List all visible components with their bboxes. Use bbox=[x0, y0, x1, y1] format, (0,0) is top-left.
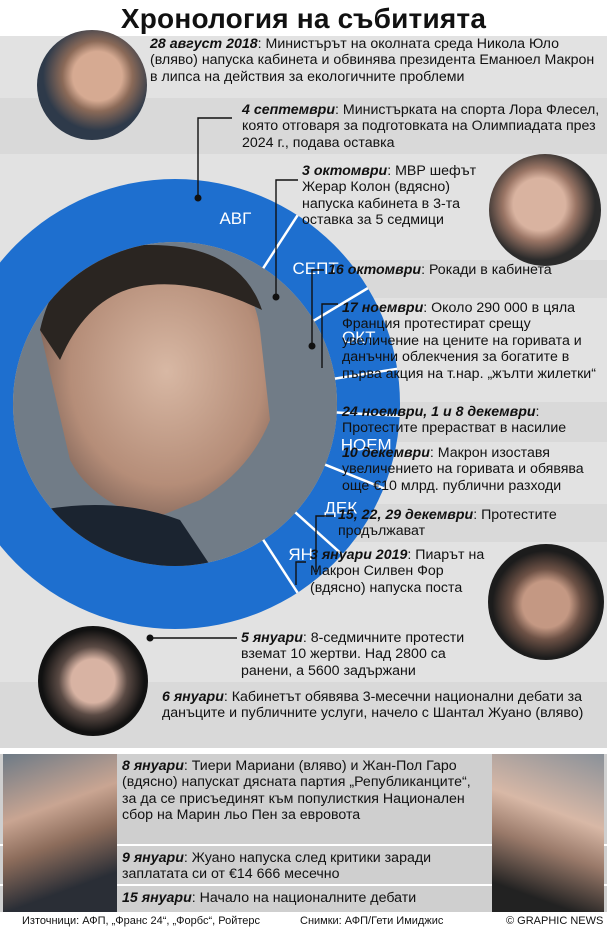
event-dec10: 10 декември: Макрон изоставя увеличениет… bbox=[342, 445, 604, 494]
photo-collomb bbox=[489, 154, 601, 266]
event-sep: : bbox=[183, 850, 188, 866]
ring-divider bbox=[334, 367, 398, 380]
event-text: Жуано напуска след критики заради заплат… bbox=[122, 850, 432, 883]
event-text: Протестите прерастват в насилие bbox=[342, 420, 567, 437]
ring-divider bbox=[324, 463, 385, 490]
event-oct16: 16 октомври: Рокади в кабинета bbox=[328, 262, 598, 278]
page-title: Хронология на събитията bbox=[120, 3, 487, 34]
event-date: 17 ноември bbox=[342, 300, 424, 316]
month-label: СЕПТ bbox=[293, 259, 339, 278]
event-jan5: 5 януари: 8-седмичните протести вземат 1… bbox=[241, 630, 486, 679]
event-oct3: 3 октомври: МВР шефът Жерар Колон (вдясн… bbox=[302, 163, 492, 229]
event-sep4: 4 септември: Министърката на спорта Лора… bbox=[242, 102, 602, 151]
month-label: ДЕК bbox=[324, 499, 357, 518]
month-label: ЯН bbox=[288, 545, 313, 564]
event-date: 15, 22, 29 декември bbox=[338, 507, 474, 523]
event-text: Макрон изоставя увеличението на горивата… bbox=[342, 445, 584, 494]
event-sep: : bbox=[473, 507, 478, 523]
event-jan6: 6 януари: Кабинетът обявява 3-месечни на… bbox=[162, 689, 602, 722]
event-sep: : bbox=[407, 547, 412, 563]
event-date: 24 ноември, 1 и 8 декември bbox=[342, 404, 536, 420]
event-text: Тиери Мариани (вляво) и Жан-Пол Гаро (вд… bbox=[122, 758, 471, 824]
event-sep: : bbox=[191, 890, 196, 906]
event-nov24: 24 ноември, 1 и 8 декември: Протестите п… bbox=[342, 404, 604, 437]
photo-fort bbox=[488, 544, 604, 660]
event-date: 6 януари bbox=[162, 689, 224, 705]
month-label: НОЕМ bbox=[341, 436, 392, 455]
ring-divider bbox=[336, 411, 400, 418]
event-text: Начало на националните дебати bbox=[195, 890, 417, 906]
event-text: Около 290 000 в цяла Франция протестират… bbox=[342, 300, 596, 382]
photo-hulot bbox=[37, 30, 147, 140]
photo-mariani bbox=[3, 754, 117, 912]
event-nov17: 17 ноември: Около 290 000 в цяла Франция… bbox=[342, 300, 604, 382]
footer-sources: Източници: АФП, „Франс 24“, „Форбс“, Рой… bbox=[22, 915, 260, 927]
month-label: ОКТ bbox=[342, 328, 376, 347]
photo-garraud bbox=[492, 754, 604, 912]
event-sep: : bbox=[335, 102, 339, 118]
ring-divider bbox=[262, 539, 299, 594]
event-text: МВР шефът Жерар Колон (вдясно) напуска к… bbox=[302, 163, 477, 229]
event-jan15: 15 януари: Начало на националните дебати bbox=[122, 890, 488, 906]
month-label: АВГ bbox=[219, 209, 251, 228]
event-sep: : bbox=[429, 445, 434, 461]
event-text: Министърката на спорта Лора Флесел, коят… bbox=[242, 102, 600, 151]
photo-jouanno bbox=[38, 626, 148, 736]
event-sep: : bbox=[223, 689, 228, 705]
event-text: Министърът на околната среда Никола Юло … bbox=[150, 36, 595, 85]
footer-credit: © GRAPHIC NEWS bbox=[506, 915, 604, 927]
event-text: Кабинетът обявява 3-месечни национални д… bbox=[162, 689, 584, 722]
event-date: 16 октомври bbox=[328, 262, 422, 278]
event-date: 8 януари bbox=[122, 758, 184, 774]
event-date: 3 октомври bbox=[302, 163, 388, 179]
event-aug28: 28 август 2018: Министърът на околната с… bbox=[150, 36, 598, 85]
event-sep: : bbox=[421, 262, 426, 278]
event-date: 10 декември bbox=[342, 445, 430, 461]
event-sep: : bbox=[423, 300, 428, 316]
event-jan9: 9 януари: Жуано напуска след критики зар… bbox=[122, 850, 488, 883]
event-sep: : bbox=[302, 630, 307, 646]
event-sep: : bbox=[535, 404, 540, 420]
event-text: Пиарът на Макрон Силвен Фор (вдясно) нап… bbox=[310, 547, 485, 596]
event-date: 3 януари 2019 bbox=[310, 547, 408, 563]
event-jan8: 8 януари: Тиери Мариани (вляво) и Жан-По… bbox=[122, 758, 488, 824]
event-sep: : bbox=[183, 758, 188, 774]
event-date: 28 август 2018 bbox=[150, 36, 258, 52]
event-text: 8-седмичните протести вземат 10 жертви. … bbox=[241, 630, 465, 679]
event-jan3: 3 януари 2019: Пиарът на Макрон Силвен Ф… bbox=[310, 547, 490, 596]
event-date: 5 януари bbox=[241, 630, 303, 646]
footer-photos: Снимки: АФП/Гети Имиджис bbox=[300, 915, 444, 927]
event-sep: : bbox=[257, 36, 262, 52]
event-text: Рокади в кабинета bbox=[425, 262, 552, 278]
event-sep: : bbox=[387, 163, 392, 179]
event-date: 15 януари bbox=[122, 890, 192, 906]
ring-month-labels: АВГ СЕПТ ОКТ НОЕМ ДЕК ЯН bbox=[219, 209, 391, 564]
event-date: 4 септември bbox=[242, 102, 335, 118]
event-date: 9 януари bbox=[122, 850, 184, 866]
event-text: Протестите продължават bbox=[338, 507, 557, 540]
event-dec15: 15, 22, 29 декември: Протестите продължа… bbox=[338, 507, 604, 540]
